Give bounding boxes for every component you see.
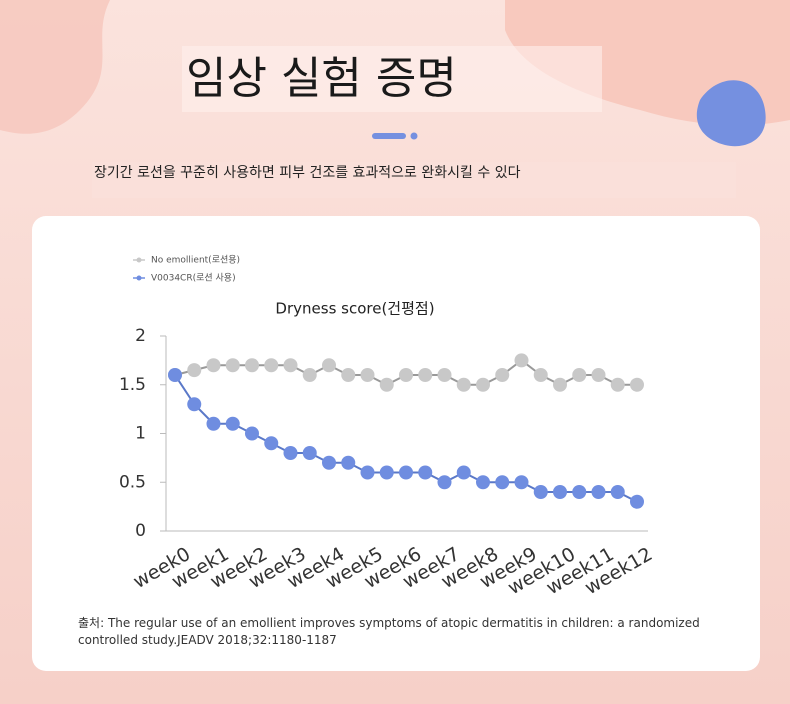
data-point: [533, 485, 548, 499]
data-point: [437, 368, 452, 382]
data-point: [187, 363, 202, 378]
data-point: [379, 465, 394, 480]
data-point: [418, 368, 433, 382]
data-point: [476, 475, 490, 490]
data-point: [456, 465, 471, 480]
chart-title: Dryness score(건평점): [275, 300, 434, 318]
data-point: [553, 377, 567, 392]
data-point: [341, 455, 356, 470]
data-point: [630, 494, 644, 509]
y-tick-label: 0.5: [119, 472, 146, 492]
data-point: [302, 446, 317, 460]
series-line: [174, 374, 638, 503]
data-point: [591, 368, 606, 382]
data-point: [341, 368, 356, 382]
data-point: [399, 465, 413, 480]
data-point: [591, 485, 606, 499]
data-point: [514, 353, 529, 368]
page-subtitle: 장기간 로션을 꾸준히 사용하면 피부 건조를 효과적으로 완화시킬 수 있다: [92, 162, 736, 198]
data-point: [206, 416, 221, 431]
data-point: [302, 368, 317, 382]
legend-label: No emollient(로션용): [151, 255, 240, 266]
data-point: [495, 475, 510, 490]
y-tick-label: 1: [135, 424, 146, 444]
data-point: [418, 465, 433, 480]
data-point: [322, 455, 336, 470]
chart-card: [32, 216, 760, 671]
data-point: [553, 485, 567, 499]
data-point: [610, 485, 625, 499]
data-point: [495, 368, 510, 382]
data-point: [456, 377, 471, 392]
legend-marker: [136, 257, 142, 263]
data-point: [264, 358, 279, 373]
data-point: [514, 475, 529, 490]
data-point: [399, 368, 413, 382]
data-point: [245, 358, 259, 373]
legend-label: V0034CR(로션 사용): [151, 273, 236, 284]
data-point: [379, 377, 394, 392]
data-point: [168, 368, 182, 382]
y-tick-label: 0: [135, 521, 146, 541]
data-point: [360, 465, 375, 480]
data-point: [572, 485, 587, 499]
y-tick-label: 2: [135, 326, 146, 346]
data-point: [187, 397, 202, 412]
data-point: [225, 358, 240, 373]
data-point: [610, 377, 625, 392]
data-point: [533, 368, 548, 382]
data-point: [225, 416, 240, 431]
data-point: [283, 358, 298, 373]
data-point: [360, 368, 375, 382]
legend-marker: [136, 275, 142, 281]
data-point: [476, 377, 490, 392]
page-title: 임상 실험 증명: [182, 46, 602, 112]
data-point: [630, 377, 644, 392]
data-point: [283, 446, 298, 460]
data-point: [322, 358, 336, 373]
data-point: [264, 436, 279, 451]
data-point: [437, 475, 452, 490]
source-note: 출처: The regular use of an emollient impr…: [78, 616, 700, 647]
data-point: [572, 368, 587, 382]
y-tick-label: 1.5: [119, 375, 146, 395]
data-point: [206, 358, 221, 373]
data-point: [245, 426, 259, 441]
